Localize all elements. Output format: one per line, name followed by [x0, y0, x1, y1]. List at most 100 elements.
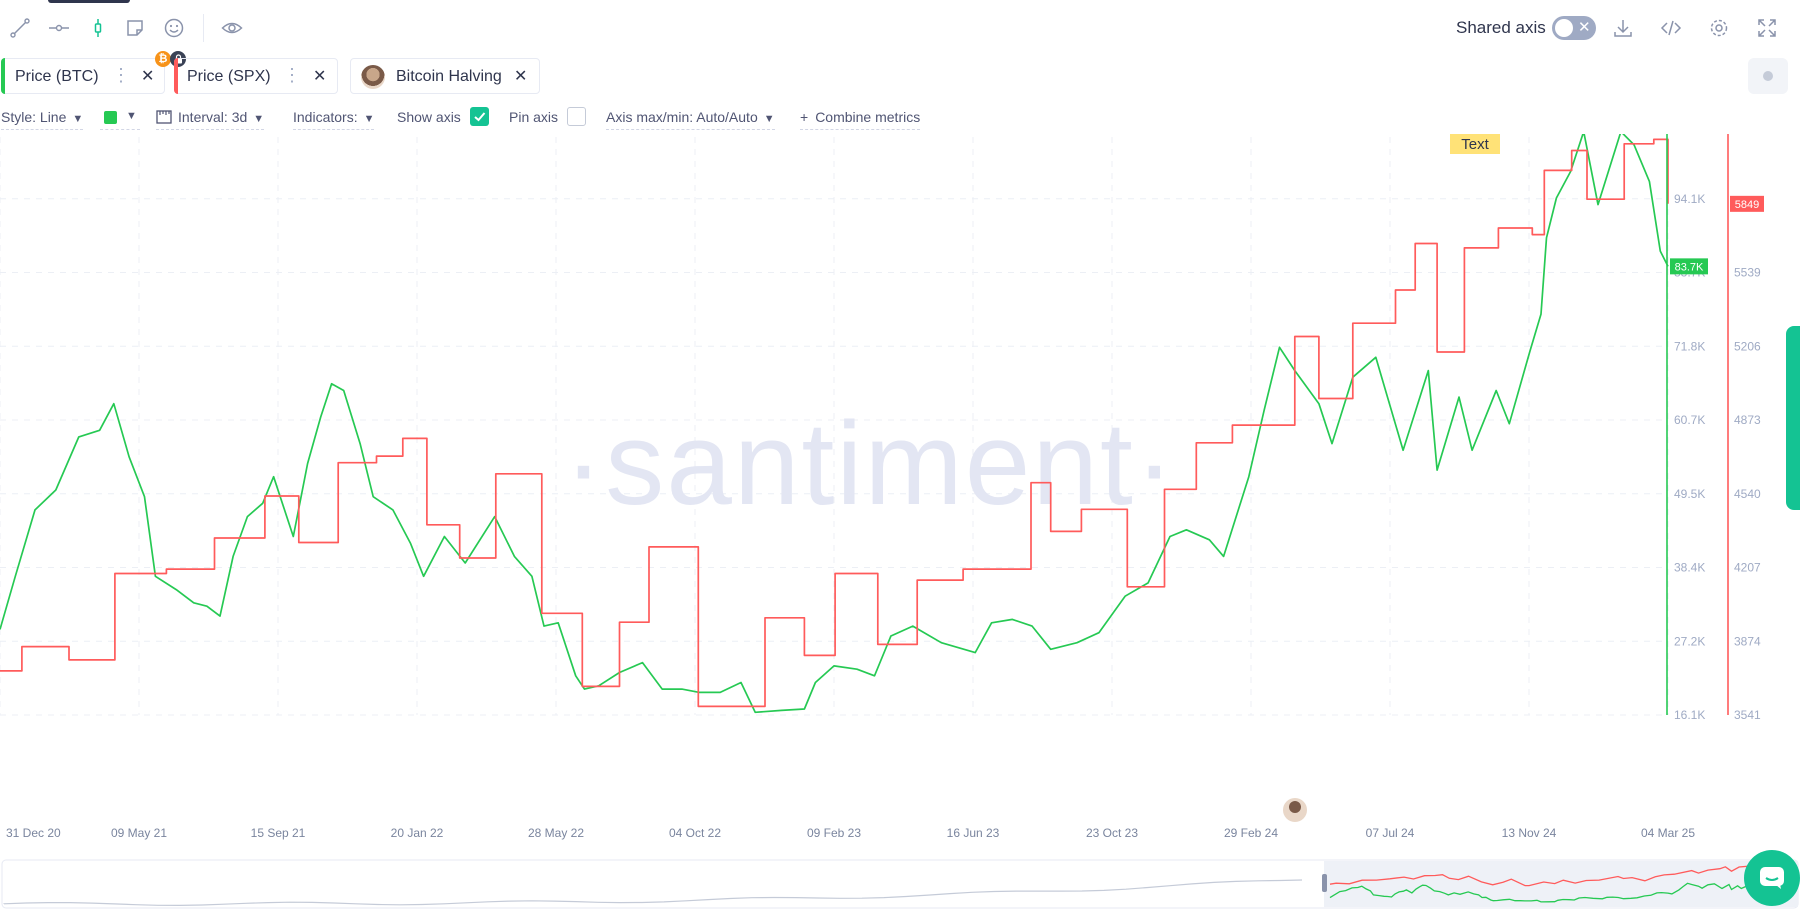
- metric-menu-icon[interactable]: ⋮: [283, 65, 301, 85]
- style-select-label: Style: Line: [1, 109, 67, 125]
- x-axis-tick: 09 May 21: [111, 826, 167, 840]
- text-annotation[interactable]: Text: [1450, 134, 1500, 154]
- chevron-down-icon: ▼: [763, 113, 775, 125]
- spx-axis-tick: 3541: [1734, 708, 1761, 722]
- metric-tab-price-btc[interactable]: Price (BTC) ⋮ ✕: [1, 58, 165, 94]
- color-select[interactable]: ▼: [100, 106, 140, 130]
- toolbar-divider: [203, 14, 204, 42]
- close-icon[interactable]: ✕: [313, 68, 327, 85]
- pin-axis-label: Pin axis: [509, 109, 559, 125]
- close-icon[interactable]: ✕: [514, 68, 528, 85]
- chart-axes: 105K94.1K83.7K71.8K60.7K49.5K38.4K27.2K1…: [1666, 134, 1764, 722]
- chevron-down-icon: ▼: [72, 113, 84, 125]
- candle-icon[interactable]: [84, 14, 112, 42]
- chat-button[interactable]: [1744, 850, 1800, 906]
- btc-axis-tick: 38.4K: [1674, 561, 1705, 575]
- interval-select[interactable]: Interval: 3d ▼: [156, 106, 265, 130]
- line-draw-icon[interactable]: [6, 14, 34, 42]
- halving-marker[interactable]: [1281, 796, 1309, 824]
- spx-current-badge: [1730, 195, 1764, 212]
- axis-minmax-label: Axis max/min: Auto/Auto: [606, 109, 758, 125]
- show-axis-label: Show axis: [397, 109, 461, 125]
- chat-icon: [1760, 867, 1784, 889]
- btc-current-badge: [1670, 258, 1708, 275]
- avatar: [361, 65, 385, 89]
- x-axis-tick: 04 Mar 25: [1641, 826, 1695, 840]
- btc-price-line[interactable]: [0, 134, 1669, 714]
- chart-grid: [0, 134, 1669, 716]
- axis-minmax-select[interactable]: Axis max/min: Auto/Auto ▼: [606, 106, 775, 130]
- annotation-label: Text: [1461, 136, 1489, 153]
- halving-avatar-face: [1289, 801, 1301, 813]
- color-swatch: [104, 111, 117, 124]
- x-axis-tick: 13 Nov 24: [1502, 826, 1557, 840]
- x-axis-tick: 23 Oct 23: [1086, 826, 1138, 840]
- price-chart[interactable]: ·santiment· 105K94.1K83.7K71.8K60.7K49.5…: [0, 134, 1800, 910]
- interval-label: Interval: 3d: [178, 109, 248, 125]
- x-axis-tick: 29 Feb 24: [1224, 826, 1278, 840]
- close-icon[interactable]: ✕: [141, 68, 155, 85]
- chevron-down-icon: ▼: [363, 113, 375, 125]
- santiment-watermark: ·santiment·: [564, 398, 1176, 530]
- download-icon[interactable]: [1609, 14, 1637, 42]
- annotation-box: [1450, 134, 1500, 154]
- metric-tab-label: Price (BTC): [15, 68, 99, 85]
- shared-axis-toggle[interactable]: ✕: [1552, 16, 1596, 40]
- navigator-handle[interactable]: [1322, 874, 1327, 892]
- metric-color-stripe: [174, 58, 178, 94]
- horizontal-ray-icon[interactable]: [45, 14, 73, 42]
- chart-series: [0, 134, 1669, 714]
- embed-code-icon[interactable]: [1657, 14, 1685, 42]
- navigator-history-line: [3, 879, 1303, 907]
- spx-current-value: 5849: [1735, 199, 1759, 211]
- navigator-btc-line: [1329, 871, 1797, 903]
- eye-icon[interactable]: [218, 14, 246, 42]
- active-tool-indicator: [48, 0, 130, 3]
- btc-axis-tick: 94.1K: [1674, 192, 1705, 206]
- check-icon: [474, 112, 486, 122]
- side-panel-tab[interactable]: [1786, 326, 1800, 510]
- metric-tab-price-spx[interactable]: Price (SPX) ⋮ ✕: [174, 58, 338, 94]
- timeline-navigator[interactable]: [1, 859, 1799, 909]
- x-axis-tick: 28 May 22: [528, 826, 584, 840]
- metric-menu-icon[interactable]: ⋮: [112, 65, 130, 85]
- note-icon[interactable]: [121, 14, 149, 42]
- btc-axis-tick: 71.8K: [1674, 339, 1705, 353]
- indicators-label: Indicators:: [293, 109, 358, 125]
- btc-axis-tick: 27.2K: [1674, 634, 1705, 648]
- record-button[interactable]: [1748, 58, 1788, 94]
- metric-tab-bitcoin-halving[interactable]: Bitcoin Halving ✕: [350, 58, 540, 94]
- btc-current-value: 83.7K: [1675, 261, 1704, 273]
- navigator-spx-line: [1329, 861, 1797, 887]
- spx-axis-tick: 5206: [1734, 339, 1761, 353]
- spx-axis-tick: 5539: [1734, 266, 1761, 280]
- fullscreen-icon[interactable]: [1753, 14, 1781, 42]
- btc-axis-tick: 49.5K: [1674, 487, 1705, 501]
- record-dot-icon: [1763, 71, 1773, 81]
- spx-price-line[interactable]: [0, 138, 1669, 708]
- chart-toolbar: Shared axis ✕: [0, 0, 1800, 56]
- spx-axis-tick: 3874: [1734, 634, 1761, 648]
- x-axis-tick: 15 Sep 21: [251, 826, 306, 840]
- combine-metrics-label: Combine metrics: [815, 109, 921, 125]
- spx-axis-tick: 4207: [1734, 561, 1761, 575]
- chevron-down-icon: ▼: [253, 113, 265, 125]
- plus-icon: +: [800, 109, 809, 125]
- spx-axis-tick: 4540: [1734, 487, 1761, 501]
- btc-axis-tick: 60.7K: [1674, 413, 1705, 427]
- x-axis-tick: 31 Dec 20: [6, 826, 61, 840]
- x-axis-tick: 16 Jun 23: [947, 826, 1000, 840]
- settings-icon[interactable]: [1705, 14, 1733, 42]
- bitcoin-icon: ₿: [155, 51, 171, 67]
- combine-metrics-button[interactable]: + Combine metrics: [800, 106, 921, 130]
- indicators-select[interactable]: Indicators: ▼: [293, 106, 375, 130]
- metric-tab-label: Bitcoin Halving: [396, 68, 502, 85]
- style-select[interactable]: Style: Line ▼: [1, 106, 84, 130]
- metric-color-stripe: [1, 58, 5, 94]
- spx-axis-tick: 4873: [1734, 413, 1761, 427]
- emoji-icon[interactable]: [160, 14, 188, 42]
- x-axis-ticks: 31 Dec 20 09 May 21 15 Sep 21 20 Jan 22 28 M…: [6, 826, 1695, 840]
- show-axis-checkbox[interactable]: [470, 107, 489, 126]
- toggle-knob: [1555, 19, 1573, 37]
- pin-axis-checkbox[interactable]: [567, 107, 586, 126]
